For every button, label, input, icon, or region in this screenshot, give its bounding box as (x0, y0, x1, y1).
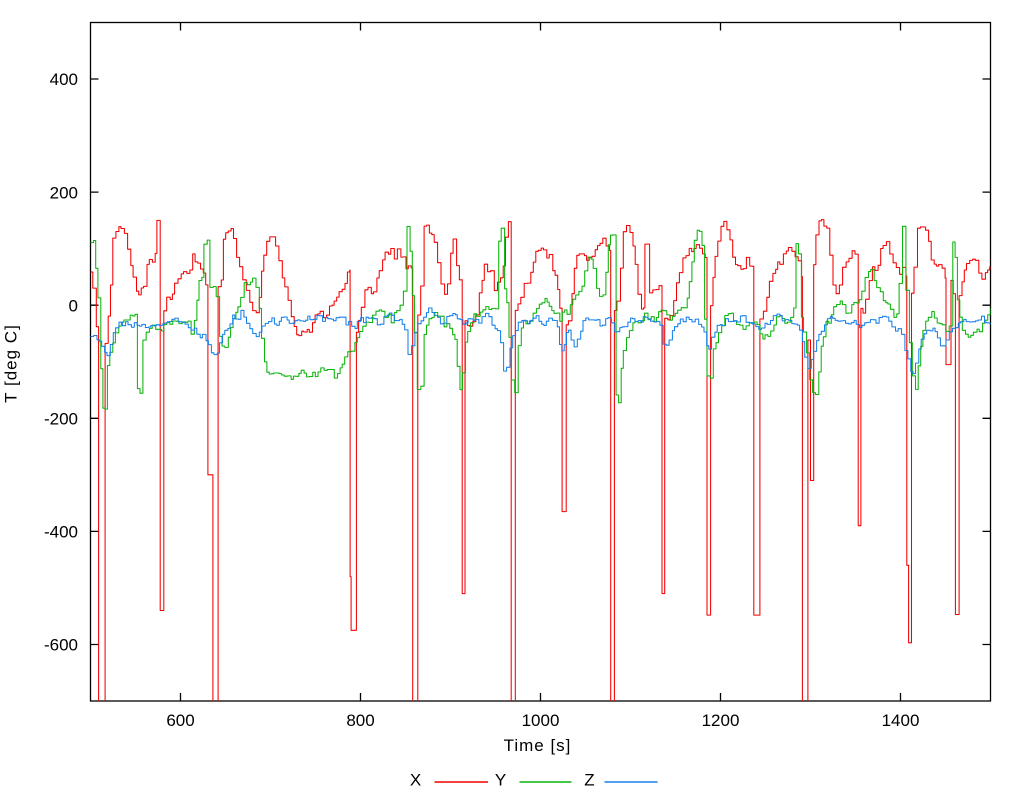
svg-text:1400: 1400 (882, 711, 920, 730)
svg-text:X: X (410, 771, 421, 790)
svg-text:0: 0 (69, 296, 78, 315)
svg-text:-200: -200 (44, 410, 78, 429)
svg-text:Z: Z (584, 771, 594, 790)
svg-text:200: 200 (50, 183, 78, 202)
svg-text:-400: -400 (44, 523, 78, 542)
svg-text:Y: Y (495, 771, 506, 790)
svg-text:1000: 1000 (522, 711, 560, 730)
svg-text:T [deg C]: T [deg C] (2, 324, 21, 403)
svg-text:800: 800 (346, 711, 374, 730)
svg-text:600: 600 (166, 711, 194, 730)
svg-text:1200: 1200 (702, 711, 740, 730)
svg-text:Time [s]: Time [s] (504, 736, 572, 755)
svg-text:-600: -600 (44, 636, 78, 655)
svg-text:400: 400 (50, 70, 78, 89)
